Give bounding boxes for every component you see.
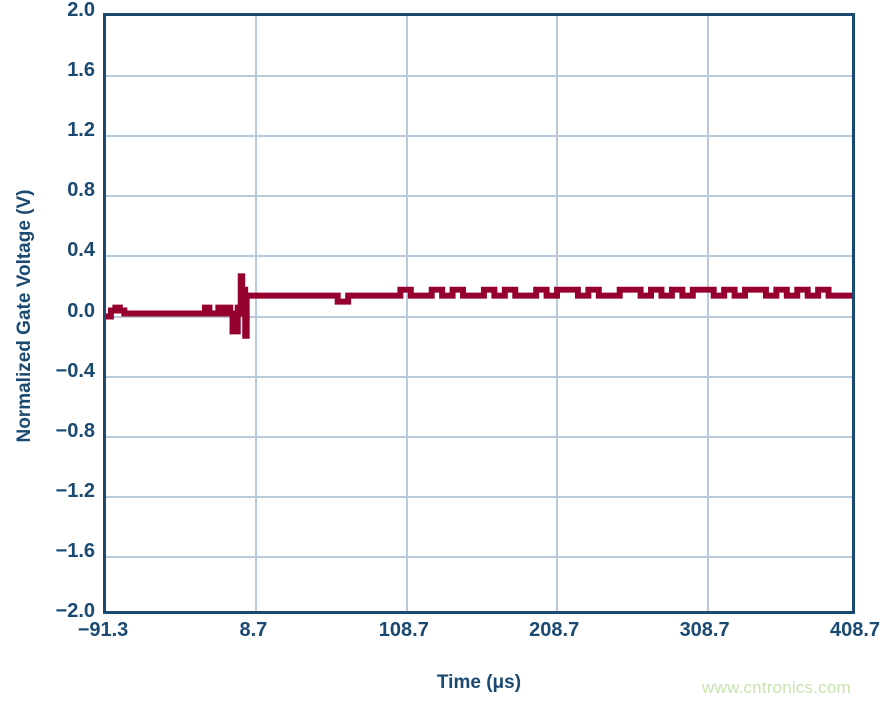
x-tick-label: 108.7 [378,619,429,641]
y-tick-label: 1.6 [67,59,95,82]
data-trace-svg [106,273,852,339]
y-tick-label: −0.4 [55,359,95,382]
gridline-horizontal [106,555,852,558]
y-tick-label: −1.6 [55,539,95,562]
series-line-normalized-gate-voltage [106,273,852,339]
gridline-horizontal [106,255,852,258]
gridline-horizontal [106,315,852,318]
x-tick-label: 208.7 [529,619,580,641]
y-axis-tick-labels: −2.0 −1.6 −1.2 −0.8 −0.4 0.0 0.4 0.8 1.2 1.6 2.0 [0,0,95,622]
x-tick-label: −91.3 [77,619,129,641]
y-tick-label: 0.0 [67,299,95,322]
y-tick-label: −1.2 [55,479,95,502]
gridline-vertical [706,16,709,611]
y-tick-label: 0.8 [67,179,95,202]
gridline-horizontal [106,435,852,438]
x-tick-label: 8.7 [239,619,268,641]
gridline-vertical [255,16,258,611]
gridline-horizontal [106,375,852,378]
plot-area [103,13,855,614]
y-tick-label: 2.0 [67,0,95,21]
gridline-horizontal [106,195,852,198]
gridline-vertical [556,16,559,611]
y-tick-label: −0.8 [55,419,95,442]
x-axis-tick-labels: −91.3 8.7 108.7 208.7 308.7 408.7 [78,619,880,651]
gridline-horizontal [106,75,852,78]
x-axis-title: Time (μs) [436,672,522,693]
gridline-vertical [405,16,408,611]
y-tick-label: −2.0 [55,600,95,622]
y-tick-label: 1.2 [67,119,95,142]
gridline-horizontal [106,495,852,498]
gridline-horizontal [106,135,852,138]
x-tick-label: 408.7 [829,619,881,641]
x-tick-label: 308.7 [679,619,730,641]
watermark-text: www.cntronics.com [702,678,851,697]
y-tick-label: 0.4 [67,239,95,262]
